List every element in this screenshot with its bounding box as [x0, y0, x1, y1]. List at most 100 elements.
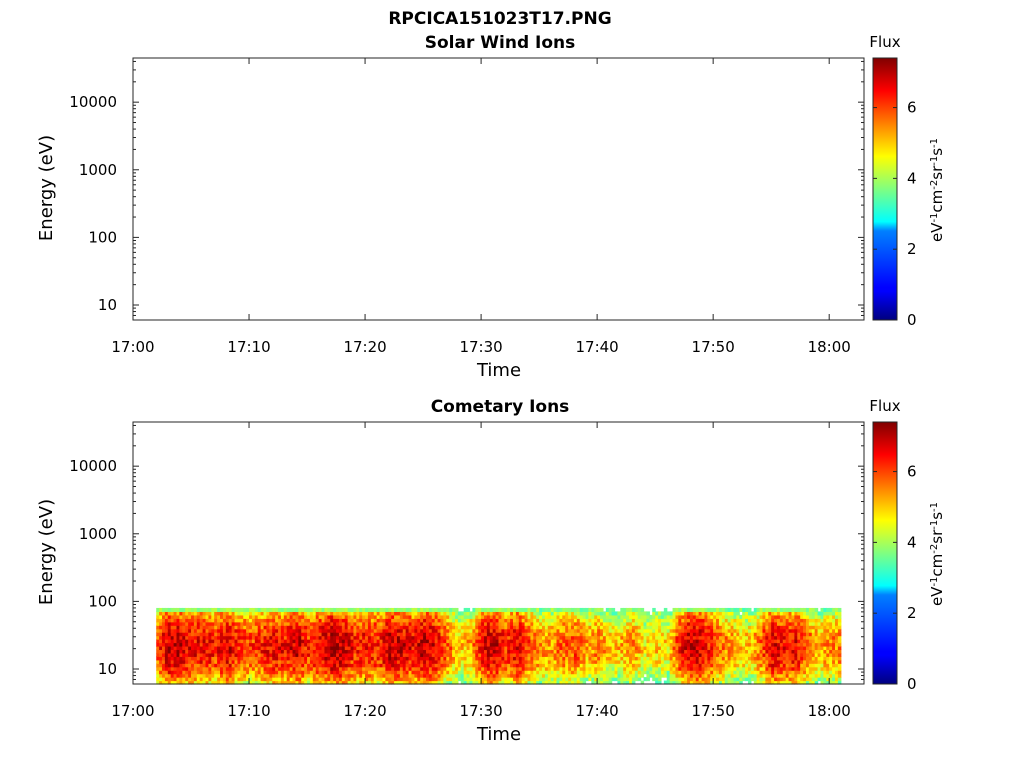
flux-cell — [785, 625, 790, 630]
flux-cell — [434, 614, 439, 619]
flux-cell — [440, 670, 444, 675]
flux-cell — [666, 621, 671, 626]
flux-cell — [776, 680, 781, 685]
flux-cell — [344, 635, 349, 640]
flux-cell — [396, 649, 401, 654]
flux-cell — [768, 639, 772, 644]
flux-cell — [376, 628, 381, 633]
flux-cell — [472, 677, 476, 682]
flux-cell — [727, 645, 732, 651]
flux-cell — [214, 666, 218, 671]
flux-cell — [191, 642, 195, 647]
flux-cell — [460, 618, 465, 623]
flux-cell — [251, 677, 256, 682]
flux-cell — [452, 645, 456, 651]
flux-cell — [611, 625, 616, 630]
flux-cell — [518, 663, 523, 668]
flux-cell — [591, 673, 595, 678]
flux-cell — [292, 673, 297, 678]
flux-cell — [542, 645, 546, 651]
flux-cell — [365, 645, 369, 651]
flux-cell — [286, 666, 291, 671]
flux-cell — [782, 652, 787, 657]
flux-cell — [185, 670, 189, 675]
flux-cell — [243, 659, 247, 664]
flux-cell — [260, 614, 265, 619]
flux-cell — [283, 611, 288, 616]
flux-cell — [608, 680, 613, 685]
flux-cell — [428, 680, 433, 685]
flux-cell — [176, 645, 181, 651]
flux-cell — [518, 614, 523, 619]
flux-cell — [559, 656, 563, 661]
flux-cell — [191, 677, 195, 682]
flux-cell — [356, 625, 360, 630]
flux-cell — [217, 656, 221, 661]
flux-cell — [260, 680, 265, 685]
flux-cell — [217, 628, 221, 633]
flux-cell — [495, 614, 500, 619]
flux-cell — [704, 666, 708, 671]
flux-cell — [333, 625, 337, 630]
flux-cell — [608, 611, 613, 616]
flux-cell — [234, 639, 239, 644]
flux-cell — [193, 625, 198, 630]
flux-cell — [759, 611, 764, 616]
flux-cell — [347, 625, 352, 630]
flux-cell — [324, 666, 328, 671]
flux-cell — [629, 652, 633, 657]
flux-cell — [220, 677, 224, 682]
flux-cell — [701, 652, 706, 657]
flux-cell — [776, 652, 781, 657]
flux-cell — [382, 680, 386, 685]
flux-cell — [626, 614, 630, 619]
flux-cell — [536, 618, 540, 623]
flux-cell — [254, 614, 259, 619]
flux-cell — [260, 632, 265, 637]
flux-cell — [791, 645, 795, 651]
flux-cell — [515, 652, 520, 657]
flux-cell — [501, 632, 505, 637]
flux-cell — [353, 645, 357, 651]
flux-cell — [672, 663, 677, 668]
flux-cell — [246, 618, 250, 623]
flux-cell — [617, 680, 621, 685]
flux-cell — [243, 625, 247, 630]
flux-cell — [382, 618, 386, 623]
flux-cell — [449, 625, 453, 630]
flux-cell — [486, 659, 491, 664]
flux-cell — [742, 614, 746, 619]
flux-cell — [582, 618, 587, 623]
flux-cell — [338, 639, 343, 644]
flux-cell — [408, 621, 413, 626]
flux-cell — [521, 625, 526, 630]
flux-cell — [794, 663, 798, 668]
flux-cell — [388, 618, 392, 623]
flux-cell — [272, 673, 276, 678]
flux-cell — [243, 666, 247, 671]
flux-cell — [196, 611, 201, 616]
flux-cell — [315, 639, 320, 644]
flux-cell — [608, 639, 613, 644]
flux-cell — [747, 642, 752, 647]
flux-cell — [492, 649, 497, 654]
flux-cell — [634, 645, 639, 651]
flux-cell — [521, 645, 526, 651]
flux-cell — [675, 670, 679, 675]
flux-cell — [600, 645, 604, 651]
flux-cell — [272, 649, 276, 654]
flux-cell — [257, 652, 262, 657]
flux-cell — [788, 652, 793, 657]
flux-cell — [188, 632, 192, 637]
flux-cell — [159, 611, 163, 616]
flux-cell — [527, 663, 532, 668]
flux-cell — [739, 625, 743, 630]
flux-cell — [292, 635, 297, 640]
flux-cell — [759, 635, 764, 640]
flux-cell — [338, 680, 343, 685]
flux-cell — [736, 666, 740, 671]
flux-cell — [698, 632, 703, 637]
flux-cell — [356, 635, 360, 640]
flux-cell — [597, 642, 601, 647]
flux-cell — [370, 628, 375, 633]
